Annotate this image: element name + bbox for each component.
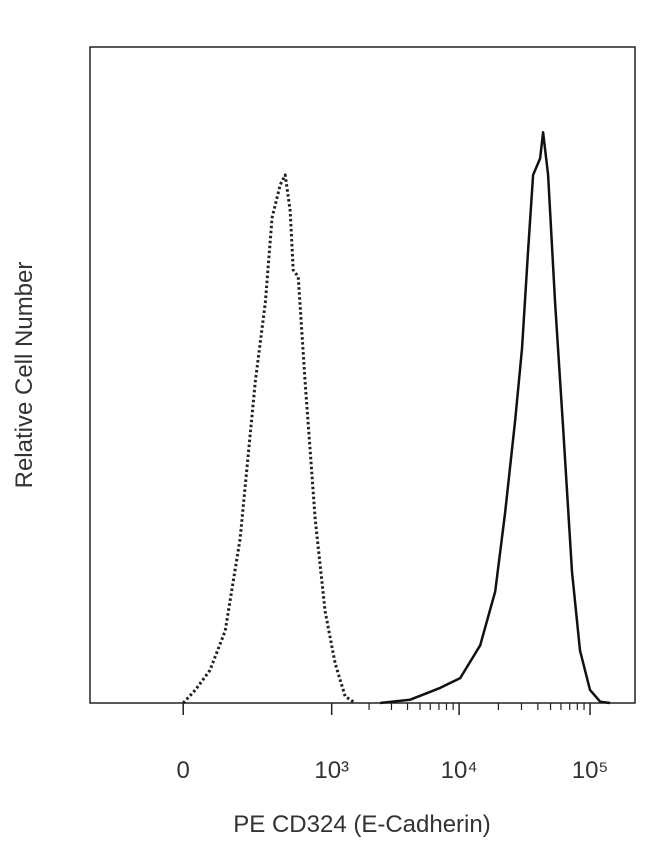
histogram-line [182, 173, 357, 705]
x-tick-label: 10⁴ [441, 757, 478, 784]
plot-frame [89, 46, 636, 704]
y-axis-label: Relative Cell Number [11, 262, 38, 489]
x-axis-label: PE CD324 (E-Cadherin) [233, 811, 490, 838]
x-tick-label: 10⁵ [572, 757, 609, 784]
histogram-line [380, 131, 611, 705]
x-tick-label: 0 [177, 757, 190, 784]
x-tick-label: 10³ [314, 757, 349, 784]
